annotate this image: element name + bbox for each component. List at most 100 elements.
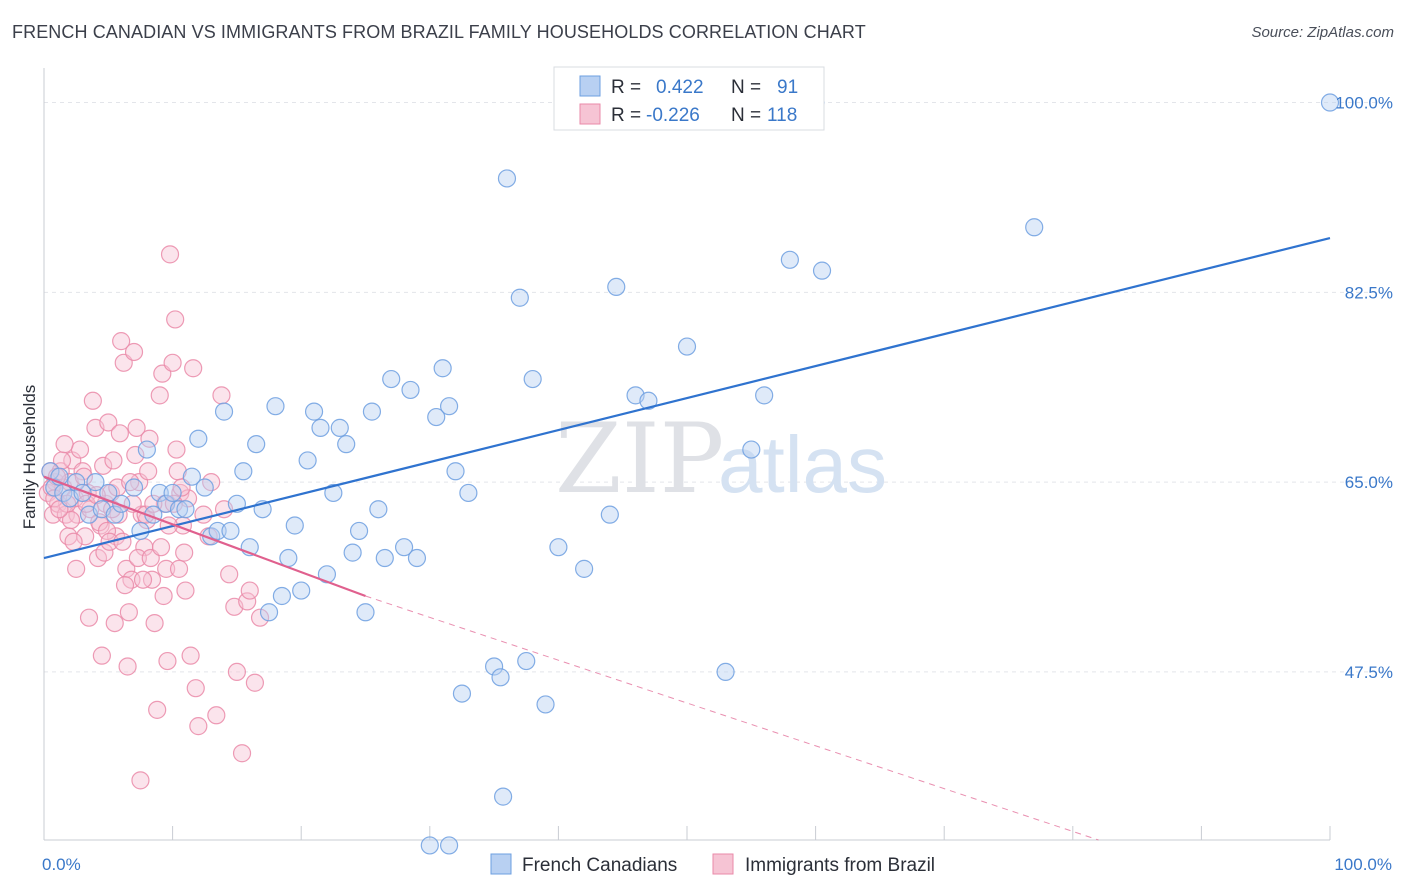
legend-r-label-2: R = bbox=[611, 105, 641, 126]
data-point bbox=[137, 440, 156, 459]
watermark-zip: ZIP bbox=[555, 403, 724, 515]
data-point bbox=[163, 353, 182, 372]
bottom-legend-swatch-pink bbox=[712, 853, 734, 875]
data-point bbox=[245, 673, 265, 692]
data-point bbox=[61, 510, 81, 530]
data-point bbox=[446, 462, 465, 481]
data-point bbox=[139, 462, 158, 481]
data-point bbox=[79, 608, 99, 627]
data-point bbox=[169, 559, 189, 578]
x-tick-labels: 0.0% 100.0% bbox=[42, 855, 1392, 874]
data-point bbox=[104, 451, 123, 470]
data-point bbox=[536, 695, 555, 714]
data-point bbox=[176, 500, 195, 519]
data-point bbox=[459, 483, 478, 503]
data-point bbox=[639, 391, 658, 410]
y-tick-label: 47.5% bbox=[1345, 663, 1393, 682]
data-point bbox=[497, 169, 517, 188]
data-point bbox=[176, 581, 195, 600]
data-point bbox=[83, 391, 102, 410]
data-point bbox=[189, 717, 208, 736]
data-point bbox=[324, 483, 343, 503]
data-point bbox=[105, 505, 124, 524]
data-point bbox=[212, 386, 231, 405]
data-point bbox=[232, 744, 252, 763]
stats-legend: R = 0.422 N = 91 R = -0.226 N = 118 bbox=[553, 66, 825, 131]
data-point bbox=[304, 402, 324, 421]
series-french-canadians bbox=[41, 93, 1340, 855]
legend-n-label-2: N = bbox=[731, 105, 761, 126]
data-point bbox=[113, 532, 132, 551]
data-point bbox=[154, 586, 173, 606]
data-point bbox=[131, 521, 150, 541]
data-point bbox=[812, 261, 832, 280]
data-point bbox=[375, 548, 394, 568]
legend-r-value-2: -0.226 bbox=[646, 105, 700, 126]
data-point bbox=[166, 310, 185, 329]
data-point bbox=[128, 548, 147, 568]
data-point bbox=[167, 440, 186, 459]
data-point bbox=[221, 521, 240, 541]
data-point bbox=[150, 386, 169, 405]
data-point bbox=[259, 603, 279, 622]
data-point bbox=[330, 418, 349, 437]
data-point bbox=[250, 608, 270, 627]
data-point bbox=[510, 288, 529, 307]
legend-n-value-2: 118 bbox=[767, 105, 797, 126]
data-point bbox=[181, 646, 200, 665]
data-point bbox=[439, 836, 459, 855]
data-point bbox=[94, 456, 113, 475]
data-point bbox=[67, 559, 86, 578]
bottom-legend-swatch-blue bbox=[490, 853, 512, 875]
data-point bbox=[607, 277, 626, 297]
data-point bbox=[494, 787, 513, 806]
data-point bbox=[86, 473, 105, 492]
data-point bbox=[742, 440, 761, 459]
data-point bbox=[755, 386, 774, 405]
bottom-legend-label-2: Immigrants from Brazil bbox=[745, 855, 935, 876]
data-point bbox=[517, 651, 536, 671]
data-point bbox=[420, 836, 439, 855]
data-point bbox=[151, 538, 171, 557]
data-point bbox=[112, 332, 131, 351]
legend-swatch-pink bbox=[579, 103, 601, 125]
data-point bbox=[45, 478, 64, 497]
data-point bbox=[140, 429, 159, 448]
series-immigrants-from-brazil bbox=[38, 245, 270, 790]
data-point bbox=[76, 527, 95, 546]
watermark: ZIP atlas bbox=[555, 403, 887, 515]
data-point bbox=[240, 581, 259, 600]
data-point bbox=[433, 359, 452, 378]
trend-line-immigrants-from-brazil bbox=[43, 475, 366, 598]
data-point bbox=[337, 435, 356, 454]
data-point bbox=[175, 543, 194, 562]
data-point bbox=[401, 380, 420, 400]
data-point bbox=[110, 424, 129, 443]
data-point bbox=[716, 662, 735, 682]
data-point bbox=[144, 494, 163, 513]
data-point bbox=[99, 413, 118, 432]
data-point bbox=[394, 538, 414, 557]
data-point bbox=[184, 359, 203, 378]
data-point bbox=[119, 603, 138, 622]
y-tick-label: 65.0% bbox=[1345, 473, 1393, 492]
source-label: Source: ZipAtlas.com bbox=[1251, 24, 1394, 41]
data-point bbox=[575, 559, 594, 578]
y-tick-label: 82.5% bbox=[1345, 283, 1393, 302]
data-point bbox=[600, 505, 619, 524]
data-point bbox=[247, 435, 266, 454]
data-point bbox=[157, 559, 176, 578]
data-point bbox=[133, 570, 153, 589]
y-tick-label: 100.0% bbox=[1335, 94, 1393, 113]
legend-swatch-blue bbox=[579, 75, 601, 97]
data-point bbox=[118, 657, 137, 676]
data-point bbox=[272, 586, 292, 606]
data-point bbox=[182, 467, 201, 486]
data-point bbox=[292, 581, 311, 600]
data-point bbox=[214, 402, 234, 421]
data-point bbox=[220, 565, 239, 584]
data-point bbox=[127, 418, 146, 437]
data-point bbox=[117, 559, 136, 578]
data-point bbox=[124, 478, 144, 497]
